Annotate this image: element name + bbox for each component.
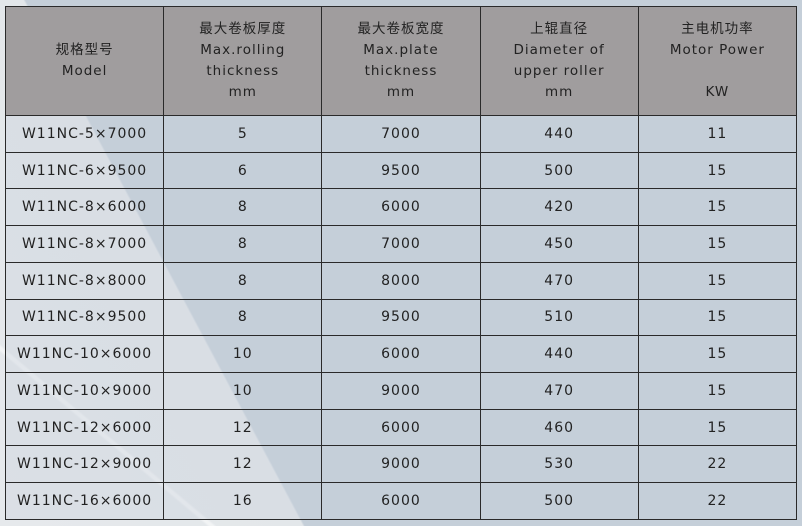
- table-cell: 15: [637, 151, 798, 190]
- table-cell: 15: [637, 225, 798, 263]
- header-en2: upper roller: [513, 63, 605, 79]
- table-cell: 510: [479, 298, 639, 337]
- table-cell: 6000: [321, 335, 481, 374]
- table-cell: 22: [637, 445, 798, 484]
- table-cell: W11NC-6×9500: [4, 151, 165, 190]
- header-unit: KW: [705, 84, 730, 100]
- table-cell: 530: [479, 445, 639, 484]
- spec-table: 规格型号 Model 最大卷板厚度 Max.rolling thickness mm 最大卷…: [4, 6, 798, 520]
- table-cell: 6000: [321, 408, 481, 447]
- table-cell: 8000: [321, 261, 481, 300]
- table-cell: W11NC-10×6000: [4, 335, 165, 374]
- table-row: W11NC-6×9500 6 9500 500 15: [4, 151, 798, 190]
- table-cell: 500: [479, 151, 639, 190]
- column-header: 最大卷板宽度 Max.plate thickness mm: [321, 6, 481, 116]
- header-en1: Max.plate: [363, 42, 439, 58]
- column-header: 规格型号 Model: [4, 6, 165, 116]
- header-unit: mm: [386, 84, 416, 100]
- table-cell: 22: [637, 482, 798, 520]
- table-cell: W11NC-12×9000: [4, 445, 165, 484]
- table-cell: 15: [637, 335, 798, 374]
- header-en1: Max.rolling: [200, 42, 286, 58]
- table-cell: 10: [163, 335, 323, 374]
- table-cell: 15: [637, 408, 798, 447]
- table-cell: 6000: [321, 188, 481, 227]
- header-en2: thickness: [364, 63, 438, 79]
- header-en1: Diameter of: [513, 42, 605, 58]
- table-row: W11NC-12×9000 12 9000 530 22: [4, 445, 798, 484]
- header-zh: 规格型号: [55, 42, 114, 58]
- table-cell: 5: [163, 115, 323, 153]
- table-cell: 15: [637, 188, 798, 227]
- header-zh: 主电机功率: [681, 21, 754, 37]
- column-header: 最大卷板厚度 Max.rolling thickness mm: [163, 6, 323, 116]
- table-cell: W11NC-8×7000: [4, 225, 165, 263]
- table-cell: 8: [163, 188, 323, 227]
- table-cell: 9500: [321, 298, 481, 337]
- table-cell: 10: [163, 372, 323, 410]
- table-cell: 8: [163, 225, 323, 263]
- header-zh: 最大卷板宽度: [357, 21, 445, 37]
- table-cell: 460: [479, 408, 639, 447]
- table-cell: 6000: [321, 482, 481, 520]
- table-cell: 9500: [321, 151, 481, 190]
- table-row: W11NC-16×6000 16 6000 500 22: [4, 482, 798, 520]
- table-cell: 6: [163, 151, 323, 190]
- header-zh: 最大卷板厚度: [199, 21, 287, 37]
- table-cell: W11NC-16×6000: [4, 482, 165, 520]
- table-cell: 9000: [321, 445, 481, 484]
- table-row: W11NC-8×9500 8 9500 510 15: [4, 298, 798, 337]
- table-cell: W11NC-5×7000: [4, 115, 165, 153]
- table-cell: 16: [163, 482, 323, 520]
- table-cell: 440: [479, 335, 639, 374]
- table-row: W11NC-10×6000 10 6000 440 15: [4, 335, 798, 374]
- table-row: W11NC-12×6000 12 6000 460 15: [4, 408, 798, 447]
- table-cell: 500: [479, 482, 639, 520]
- table-row: W11NC-10×9000 10 9000 470 15: [4, 372, 798, 410]
- table-cell: W11NC-8×6000: [4, 188, 165, 227]
- table-cell: 9000: [321, 372, 481, 410]
- table-cell: 450: [479, 225, 639, 263]
- header-en1: Motor Power: [669, 42, 765, 58]
- table-cell: 8: [163, 298, 323, 337]
- header-en2: thickness: [206, 63, 280, 79]
- table-cell: 7000: [321, 115, 481, 153]
- table-row: W11NC-8×7000 8 7000 450 15: [4, 225, 798, 263]
- table-cell: W11NC-10×9000: [4, 372, 165, 410]
- column-header: 主电机功率 Motor Power KW: [637, 6, 798, 116]
- table-cell: 11: [637, 115, 798, 153]
- table-cell: 12: [163, 408, 323, 447]
- table-cell: W11NC-8×8000: [4, 261, 165, 300]
- table-row: W11NC-5×7000 5 7000 440 11: [4, 115, 798, 153]
- table-cell: 15: [637, 372, 798, 410]
- table-cell: 8: [163, 261, 323, 300]
- table-cell: W11NC-8×9500: [4, 298, 165, 337]
- table-cell: 440: [479, 115, 639, 153]
- header-unit: mm: [228, 84, 257, 100]
- table-cell: 420: [479, 188, 639, 227]
- table-row: W11NC-8×6000 8 6000 420 15: [4, 188, 798, 227]
- table-row: W11NC-8×8000 8 8000 470 15: [4, 261, 798, 300]
- header-zh: 上辊直径: [530, 21, 589, 37]
- table-cell: 470: [479, 372, 639, 410]
- table-cell: 15: [637, 298, 798, 337]
- header-unit: mm: [545, 84, 574, 100]
- header-en1: Model: [61, 63, 108, 79]
- column-header: 上辊直径 Diameter of upper roller mm: [479, 6, 639, 116]
- table-cell: 12: [163, 445, 323, 484]
- table-cell: 470: [479, 261, 639, 300]
- table-cell: W11NC-12×6000: [4, 408, 165, 447]
- header-row: 规格型号 Model 最大卷板厚度 Max.rolling thickness mm 最大卷…: [4, 6, 798, 116]
- table-cell: 15: [637, 261, 798, 300]
- table-cell: 7000: [321, 225, 481, 263]
